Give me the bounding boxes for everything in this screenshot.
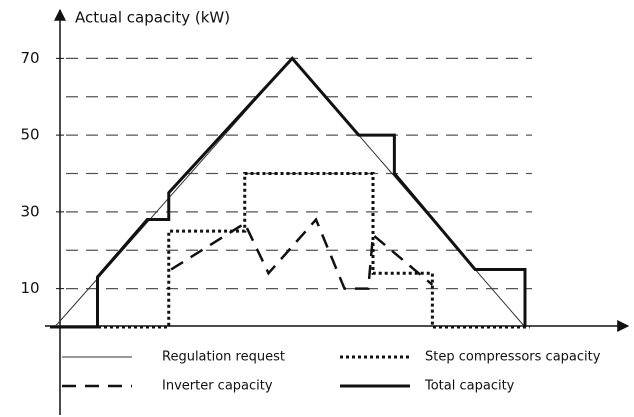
legend-label: Total capacity	[424, 379, 515, 394]
series-line	[170, 217, 434, 290]
legend-label: Regulation request	[162, 350, 285, 365]
y-axis-label: Actual capacity (kW)	[75, 9, 230, 27]
series-line	[54, 57, 526, 328]
legend-label: Inverter capacity	[162, 379, 273, 394]
series-line	[50, 56, 527, 329]
series-line	[50, 172, 530, 329]
y-tick-label: 70	[20, 49, 39, 67]
y-tick-label: 30	[20, 202, 39, 220]
legend-label: Step compressors capacity	[425, 350, 601, 365]
y-tick-label: 10	[20, 279, 39, 297]
y-tick-label: 50	[20, 126, 39, 144]
